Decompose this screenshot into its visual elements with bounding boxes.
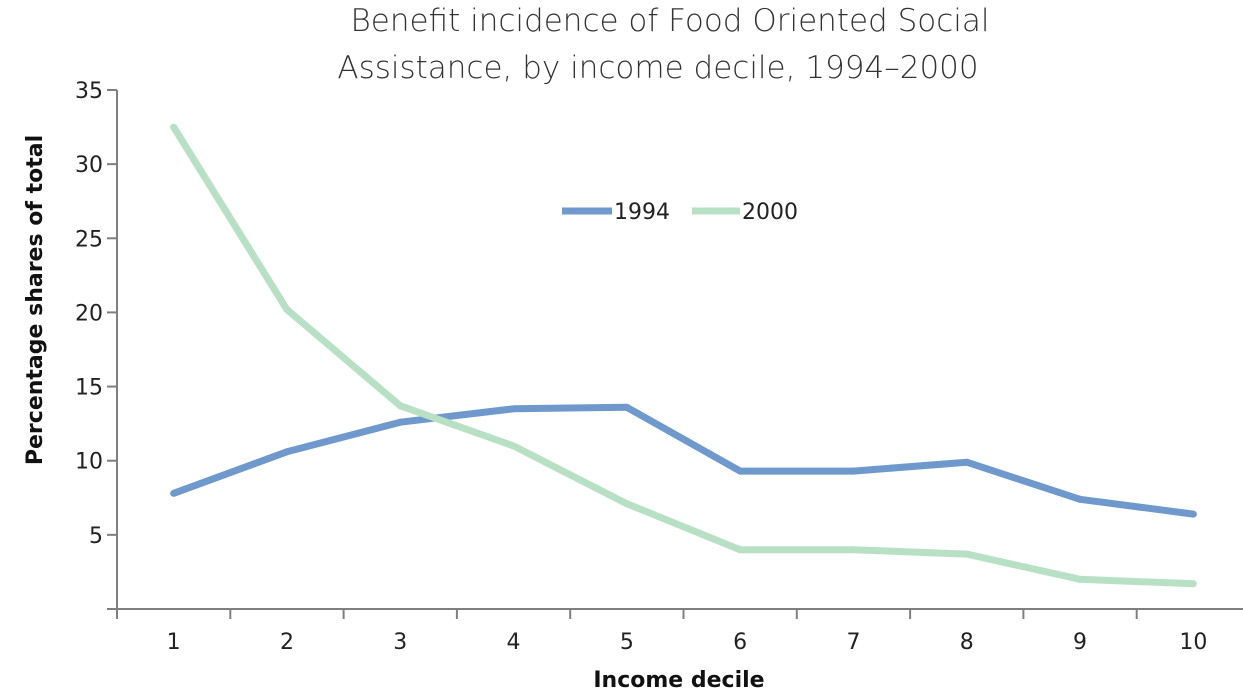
data-point-2000 xyxy=(1076,575,1084,583)
y-tick-label: 5 xyxy=(89,524,103,549)
series-lines xyxy=(170,123,1197,588)
legend-label-1994: 1994 xyxy=(614,200,670,225)
x-tick-label: 10 xyxy=(1179,630,1207,655)
data-point-1994 xyxy=(510,405,518,413)
data-point-2000 xyxy=(736,546,744,554)
legend: 1994 2000 xyxy=(562,200,798,225)
x-tick-label: 9 xyxy=(1073,630,1087,655)
series-line-2000 xyxy=(170,125,1194,588)
data-point-1994 xyxy=(849,467,857,475)
x-axis-label: Income decile xyxy=(593,668,764,692)
chart-title-line-1: Benefit incidence of Food Oriented Socia… xyxy=(351,3,990,39)
x-tick-label: 5 xyxy=(620,630,634,655)
y-tick-label: 20 xyxy=(75,301,103,326)
data-point-1994 xyxy=(623,403,631,411)
data-point-2000 xyxy=(623,500,631,508)
x-tick-label: 6 xyxy=(733,630,747,655)
data-point-2000 xyxy=(396,402,404,410)
x-tick-label: 2 xyxy=(280,630,294,655)
data-point-1994 xyxy=(1076,495,1084,503)
y-axis-label: Percentage shares of total xyxy=(23,135,48,465)
data-point-2000 xyxy=(1189,580,1197,588)
x-tick-label: 4 xyxy=(507,630,521,655)
legend-label-2000: 2000 xyxy=(742,200,798,225)
y-tick-label: 30 xyxy=(75,153,103,178)
x-tick-label: 1 xyxy=(167,630,181,655)
data-point-1994 xyxy=(963,458,971,466)
x-tick-label: 7 xyxy=(846,630,860,655)
y-tick-label: 10 xyxy=(75,450,103,475)
data-point-2000 xyxy=(170,123,178,131)
data-point-1994 xyxy=(283,448,291,456)
y-tick-label: 35 xyxy=(75,79,103,104)
chart-title-line-2: Assistance, by income decile, 1994–2000 xyxy=(337,50,978,86)
y-axis: 5 10 15 20 25 30 35 xyxy=(75,79,118,609)
data-point-1994 xyxy=(1189,510,1197,518)
data-point-2000 xyxy=(963,550,971,558)
data-point-2000 xyxy=(510,442,518,450)
data-point-1994 xyxy=(170,489,178,497)
x-axis: 1 2 3 4 5 6 7 8 9 10 xyxy=(107,608,1243,655)
data-point-2000 xyxy=(849,546,857,554)
y-tick-label: 25 xyxy=(75,227,103,252)
y-tick-label: 15 xyxy=(75,376,103,401)
x-tick-label: 8 xyxy=(960,630,974,655)
x-tick-label: 3 xyxy=(393,630,407,655)
data-point-1994 xyxy=(736,467,744,475)
data-point-2000 xyxy=(283,305,291,313)
data-point-1994 xyxy=(396,418,404,426)
series-line-1994 xyxy=(172,403,1194,518)
